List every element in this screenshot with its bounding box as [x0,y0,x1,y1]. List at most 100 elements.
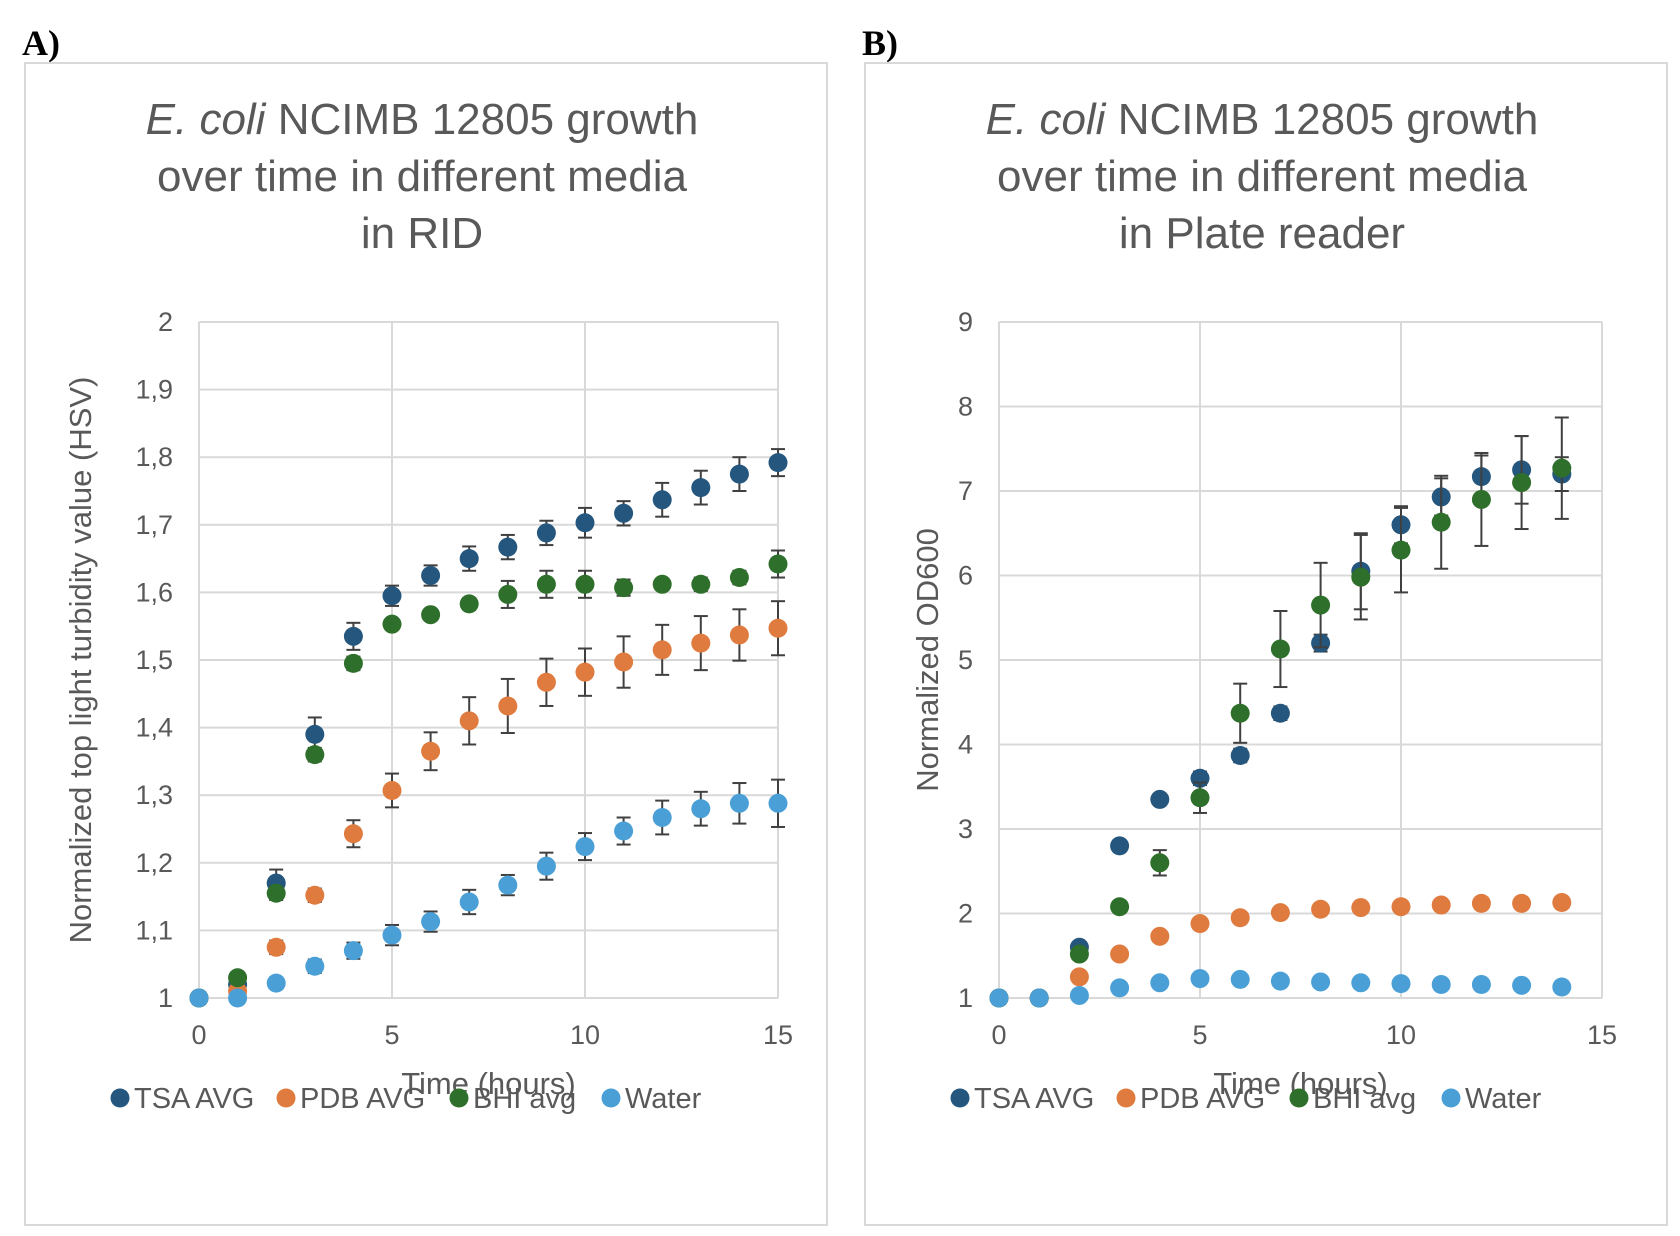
chart-b-title-line-1: E. coli NCIMB 12805 growth [986,95,1539,144]
chart-a-xtick-label: 0 [191,1020,206,1050]
chart-a-legend-marker [110,1088,130,1108]
chart-b-ytick-label: 1 [958,983,973,1013]
chart-a-point-pdb-avg [498,696,518,716]
chart-b-xtick-label: 5 [1192,1020,1207,1050]
chart-a-ytick-label: 2 [158,307,173,337]
chart-a-point-water [382,925,402,945]
chart-a-point-tsa-avg [421,566,441,585]
chart-a-point-bhi-avg [305,745,325,765]
chart-b-legend-label: BHI avg [1313,1083,1416,1115]
chart-b-title-rest: NCIMB 12805 growth [1105,95,1538,144]
chart-b-point-water [1552,977,1572,997]
chart-b-y-axis-title: Normalized OD600 [910,528,945,792]
chart-b-ytick-label: 3 [958,814,973,844]
chart-b-legend-item-water: Water [1441,1083,1542,1115]
chart-a-ytick-label: 1,1 [135,915,173,945]
chart-a-x-axis-title: Time (hours) [401,1066,576,1101]
chart-b-point-bhi-avg [1270,639,1290,659]
chart-b-point-bhi-avg [1512,473,1532,493]
chart-a-series-tsa-avg [189,448,788,1008]
chart-a-point-tsa-avg [614,503,634,523]
chart-b-legend-marker [1116,1088,1136,1108]
chart-a-point-tsa-avg [575,513,595,533]
chart-b-point-pdb-avg [1069,967,1089,987]
chart-b-point-pdb-avg [1110,944,1130,964]
chart-a-point-pdb-avg [343,824,363,844]
chart-a-point-bhi-avg [536,574,556,594]
chart-b-point-bhi-avg [1431,512,1451,532]
chart-a-legend-item-tsa-avg: TSA AVG [110,1083,254,1115]
chart-a-series-water [189,778,788,1008]
chart-a-point-bhi-avg [575,574,595,594]
chart-b-point-tsa-avg [1270,703,1290,723]
chart-b-xtick-label: 15 [1587,1020,1617,1050]
chart-b-point-tsa-avg [1230,745,1250,765]
chart-a-point-bhi-avg [343,653,363,673]
chart-a-point-water [189,988,209,1008]
chart-a-point-tsa-avg [382,586,402,606]
chart-b: E. coli NCIMB 12805 growth over time in d… [910,95,1617,1115]
chart-a-point-water [421,912,441,932]
chart-b-point-water [1190,969,1210,989]
chart-a: E. coli NCIMB 12805 growth over time in d… [63,95,793,1115]
chart-a-frame: E. coli NCIMB 12805 growth over time in d… [24,62,828,1226]
chart-b-point-water [1351,973,1371,993]
chart-b-point-pdb-avg [1351,898,1371,918]
chart-a-legend-label: BHI avg [473,1083,576,1115]
chart-b-ytick-label: 5 [958,645,973,675]
chart-b-xtick-label: 0 [991,1020,1006,1050]
chart-a-title-line-2: over time in different media [157,152,687,201]
chart-a-point-tsa-avg [498,537,518,557]
chart-a-legend-label: TSA AVG [134,1083,254,1115]
chart-b-ytick-label: 7 [958,476,973,506]
chart-a-point-bhi-avg [421,605,441,625]
chart-a-title-rest: NCIMB 12805 growth [265,95,698,144]
chart-a-point-water [498,875,518,895]
chart-a-point-water [228,988,248,1008]
chart-b-legend-item-tsa-avg: TSA AVG [950,1083,1094,1115]
chart-a-point-bhi-avg [691,574,711,594]
chart-b-point-water [1471,974,1491,994]
chart-b-point-tsa-avg [1150,789,1170,809]
chart-b-point-water [1110,978,1130,998]
chart-a-ytick-label: 1,4 [135,713,173,743]
chart-b-point-bhi-avg [1230,703,1250,723]
chart-a-point-water [614,821,634,841]
chart-a-point-water [652,808,672,828]
chart-a-ytick-label: 1 [158,983,173,1013]
chart-a-point-pdb-avg [459,711,479,731]
chart-a-point-water [343,941,363,961]
chart-b-point-bhi-avg [1552,458,1572,478]
chart-b-ytick-label: 8 [958,392,973,422]
chart-a-point-bhi-avg [729,568,749,588]
chart-b-point-bhi-avg [1150,853,1170,873]
chart-a-point-pdb-avg [729,625,749,645]
chart-a-point-bhi-avg [266,883,286,903]
chart-b-point-bhi-avg [1311,595,1331,615]
chart-b-point-pdb-avg [1391,897,1411,917]
chart-b-point-pdb-avg [1471,893,1491,913]
chart-a-point-tsa-avg [343,626,363,646]
chart-a-point-pdb-avg [421,741,441,761]
chart-a-point-water [459,892,479,912]
chart-a-legend-item-water: Water [601,1083,702,1115]
chart-a-point-tsa-avg [768,453,788,473]
chart-b-point-bhi-avg [1110,897,1130,917]
chart-a-point-pdb-avg [305,885,325,905]
chart-a-title-rest: over time in different media [157,152,687,201]
chart-b-series-water [989,969,1572,1008]
chart-a-legend-marker [601,1088,621,1108]
chart-b-frame: E. coli NCIMB 12805 growth over time in d… [864,62,1668,1226]
chart-a-title-rest: in RID [361,209,483,258]
chart-a-ytick-label: 1,5 [135,645,173,675]
chart-a-point-tsa-avg [536,523,556,543]
chart-a-title-line-3: in RID [361,209,483,258]
chart-b-legend: TSA AVG PDB AVG BHI avg Water [950,1083,1542,1115]
chart-b-legend-item-pdb-avg: PDB AVG [1116,1083,1265,1115]
chart-b-ytick-label: 9 [958,307,973,337]
chart-a-legend-item-pdb-avg: PDB AVG [276,1083,425,1115]
chart-b-point-water [1431,974,1451,994]
chart-b-legend-marker [950,1088,970,1108]
chart-a-title-italic: E. coli [146,95,267,144]
chart-b-title-rest: over time in different media [997,152,1527,201]
